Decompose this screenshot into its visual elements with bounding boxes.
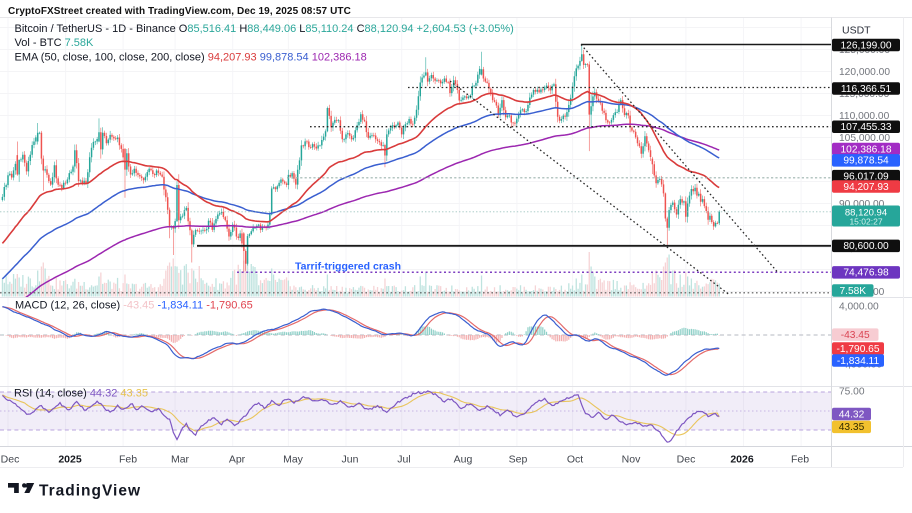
svg-text:15:02:27: 15:02:27 [849, 216, 882, 226]
svg-text:88,120.94: 88,120.94 [845, 207, 887, 218]
svg-text:RSI (14, close) 44.32 43.35: RSI (14, close) 44.32 43.35 [14, 388, 148, 400]
svg-text:Jul: Jul [397, 454, 410, 466]
svg-text:Bitcoin / TetherUS - 1D - Bina: Bitcoin / TetherUS - 1D - Binance O85,51… [15, 23, 514, 35]
svg-text:Dec: Dec [677, 454, 696, 466]
svg-text:EMA (50, close, 100, close, 20: EMA (50, close, 100, close, 200, close) … [15, 52, 367, 64]
svg-text:2025: 2025 [58, 454, 82, 466]
svg-text:80,600.00: 80,600.00 [843, 241, 889, 252]
svg-text:116,366.51: 116,366.51 [841, 84, 892, 95]
svg-text:126,199.00: 126,199.00 [841, 40, 892, 51]
svg-text:74,476.98: 74,476.98 [843, 268, 889, 279]
svg-text:Mar: Mar [171, 454, 190, 466]
svg-text:Tarrif-triggered crash: Tarrif-triggered crash [295, 261, 401, 273]
svg-text:99,878.54: 99,878.54 [843, 156, 889, 167]
svg-text:-1,834.11: -1,834.11 [837, 356, 880, 367]
svg-text:120,000.00: 120,000.00 [839, 67, 890, 78]
svg-text:TradingView: TradingView [39, 483, 141, 500]
svg-text:110,000.00: 110,000.00 [839, 111, 890, 122]
svg-text:4,000.00: 4,000.00 [839, 301, 879, 312]
svg-text:7.58K: 7.58K [839, 286, 866, 297]
svg-text:Oct: Oct [567, 454, 583, 466]
svg-text:Feb: Feb [119, 454, 137, 466]
svg-text:-43.45: -43.45 [841, 330, 870, 341]
svg-text:Nov: Nov [622, 454, 641, 466]
svg-text:94,207.93: 94,207.93 [843, 182, 889, 193]
svg-text:Feb: Feb [791, 454, 809, 466]
svg-text:CryptoFXStreet created with Tr: CryptoFXStreet created with TradingView.… [8, 6, 351, 17]
svg-text:MACD (12, 26, close) -43.45 -1: MACD (12, 26, close) -43.45 -1,834.11 -1… [15, 300, 253, 312]
svg-text:Dec: Dec [1, 454, 20, 466]
svg-text:Sep: Sep [509, 454, 528, 466]
svg-text:43.35: 43.35 [839, 422, 865, 433]
svg-text:Aug: Aug [454, 454, 473, 466]
svg-text:-1,790.65: -1,790.65 [836, 344, 879, 355]
svg-text:USDT: USDT [842, 25, 871, 37]
svg-text:107,455.33: 107,455.33 [841, 122, 892, 133]
svg-text:Vol - BTC 7.58K: Vol - BTC 7.58K [15, 37, 95, 49]
svg-text:105,000.00: 105,000.00 [839, 133, 890, 144]
svg-text:102,386.18: 102,386.18 [841, 144, 892, 155]
svg-text:96,017.09: 96,017.09 [843, 172, 889, 183]
svg-text:2026: 2026 [730, 454, 754, 466]
svg-text:44.32: 44.32 [839, 409, 865, 420]
svg-text:90,000.00: 90,000.00 [839, 199, 885, 210]
svg-text:May: May [283, 454, 304, 466]
svg-text:75.00: 75.00 [839, 386, 865, 397]
svg-text:Jun: Jun [342, 454, 359, 466]
svg-text:Apr: Apr [229, 454, 246, 466]
